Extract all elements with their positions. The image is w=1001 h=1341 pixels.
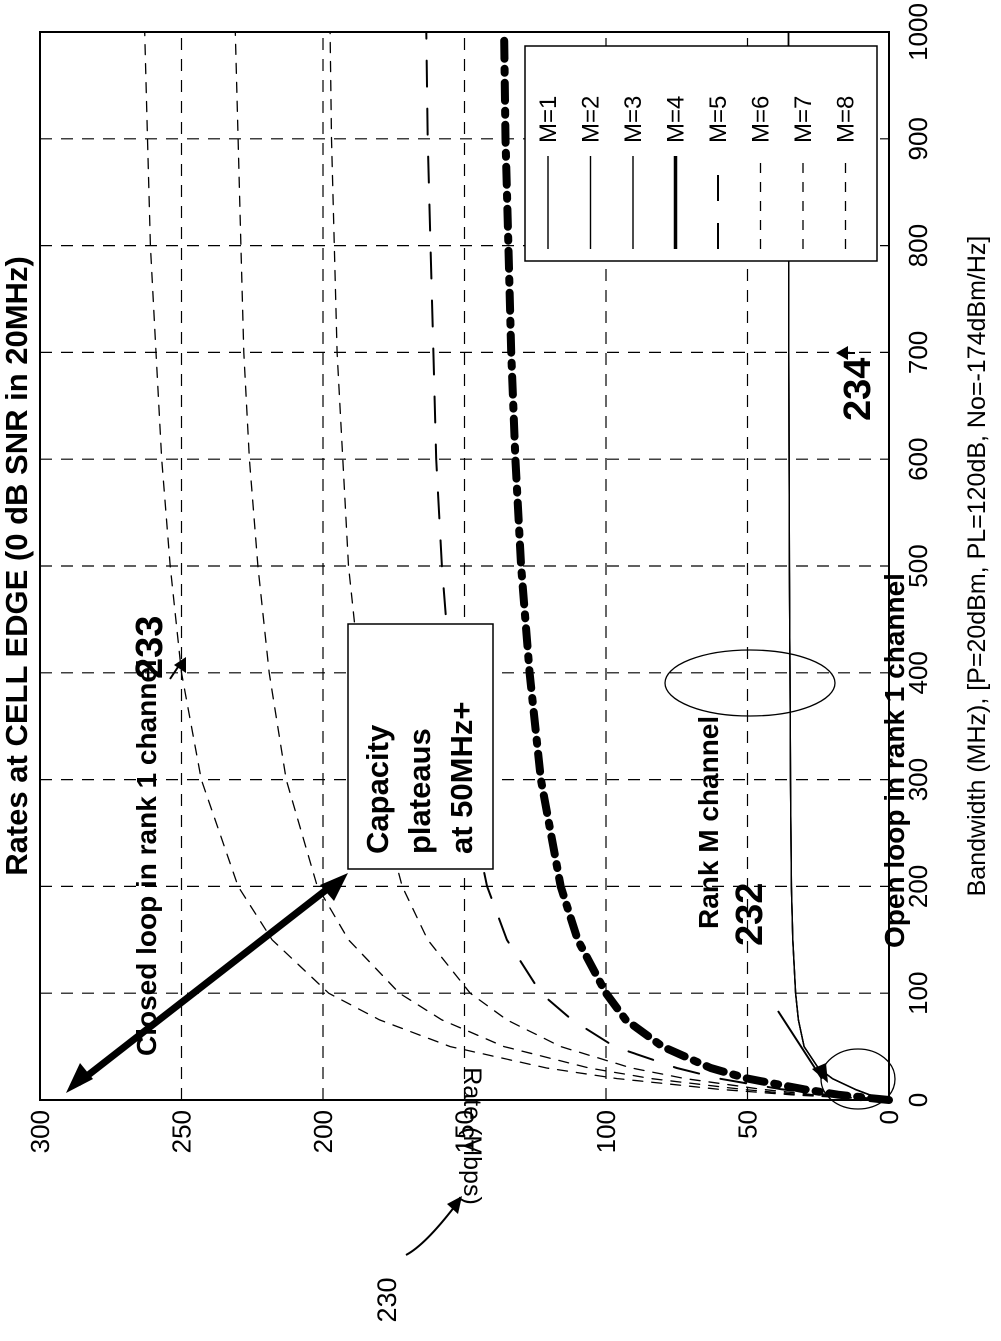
series-line-m3 (787, 31, 890, 1101)
y-tick-label: 100 (591, 1110, 621, 1153)
series-line-m4 (500, 28, 893, 1104)
x-tick-label: 1000 (903, 3, 933, 61)
rank-m-label: Rank M channel (693, 716, 724, 929)
capacity-arrow (66, 873, 348, 1093)
x-tick-label: 500 (903, 544, 933, 587)
legend-label: M=1 (535, 96, 562, 143)
y-axis-label: Rate (Mbps) (458, 1067, 486, 1205)
x-tick-label: 800 (903, 224, 933, 267)
open-loop-ref: 234 (837, 358, 879, 421)
figure-reference: 230 (372, 1196, 462, 1323)
box-line-2: plateaus (402, 728, 437, 854)
closed-loop-ref: 233 (129, 616, 171, 679)
rank-m-ref: 232 (729, 883, 771, 946)
legend-label: M=7 (790, 96, 817, 143)
y-tick-label: 200 (308, 1110, 338, 1153)
open-loop-pointer-head (836, 346, 848, 360)
y-tick-label: 50 (733, 1110, 763, 1139)
y-tick-label: 0 (874, 1110, 904, 1124)
rotated-chart: 0 100 200 300 400 500 600 700 800 900 1000 0 50 100 15… (0, 3, 991, 1205)
capacity-plateau-callout: Capacity plateaus at 50MHz+ (347, 623, 494, 870)
rank-m-pointer-head (812, 1063, 828, 1083)
series-line-m7 (234, 31, 890, 1101)
capacity-arrow-shaft (75, 880, 338, 1086)
series-lines (144, 28, 893, 1104)
x-tick-label: 0 (903, 1093, 933, 1107)
x-tick-label: 400 (903, 651, 933, 694)
legend-label: M=3 (620, 96, 647, 143)
legend-label: M=4 (663, 96, 690, 143)
open-loop-label: Open loop in rank 1 channel (879, 573, 910, 948)
x-tick-label: 300 (903, 758, 933, 801)
box-line-1: Capacity (360, 724, 395, 854)
legend-label: M=6 (748, 96, 775, 143)
legend-items: M=1 M=2 M=3 M=4 M=5 M=6 M=7 M=8 (535, 96, 860, 249)
figure-pointer (405, 1205, 456, 1256)
x-tick-label: 200 (903, 865, 933, 908)
y-tick-label: 150 (450, 1110, 480, 1153)
x-axis-label: Bandwidth (MHz), [P=20dBm, PL=120dB, No=… (963, 236, 991, 897)
closed-loop-label: Closed loop in rank 1 channel (131, 659, 162, 1056)
legend-label: M=2 (578, 96, 605, 143)
rank-m-pointer (777, 1010, 823, 1080)
x-tick-label: 100 (903, 972, 933, 1015)
closed-loop-pointer-head (174, 657, 186, 673)
capacity-box (347, 623, 494, 870)
figure-number: 230 (372, 1277, 402, 1322)
chart-title: Rates at CELL EDGE (0 dB SNR in 20MHz) (0, 256, 34, 876)
series-line-m5 (425, 31, 890, 1101)
series-line-m8 (144, 31, 890, 1101)
x-tick-label: 700 (903, 331, 933, 374)
capacity-arrow-head-high (320, 873, 348, 901)
plot-frame (39, 31, 890, 1101)
legend-label: M=8 (833, 96, 860, 143)
x-tick-label: 900 (903, 117, 933, 160)
box-line-3: at 50MHz+ (444, 702, 479, 854)
ellipse-232 (664, 649, 836, 717)
legend-label: M=5 (705, 96, 732, 143)
capacity-arrow-head-low (66, 1063, 93, 1093)
figure-pointer-head (447, 1196, 462, 1214)
y-tick-label: 250 (167, 1110, 197, 1153)
legend: M=1 M=2 M=3 M=4 M=5 M=6 M=7 M=8 (524, 45, 878, 262)
x-tick-label: 600 (903, 438, 933, 481)
tick-labels: 0 100 200 300 400 500 600 700 800 900 1000 0 50 100 15… (25, 3, 933, 1153)
legend-box (524, 45, 878, 262)
y-tick-label: 300 (25, 1110, 55, 1153)
series-line-m6 (329, 31, 890, 1101)
